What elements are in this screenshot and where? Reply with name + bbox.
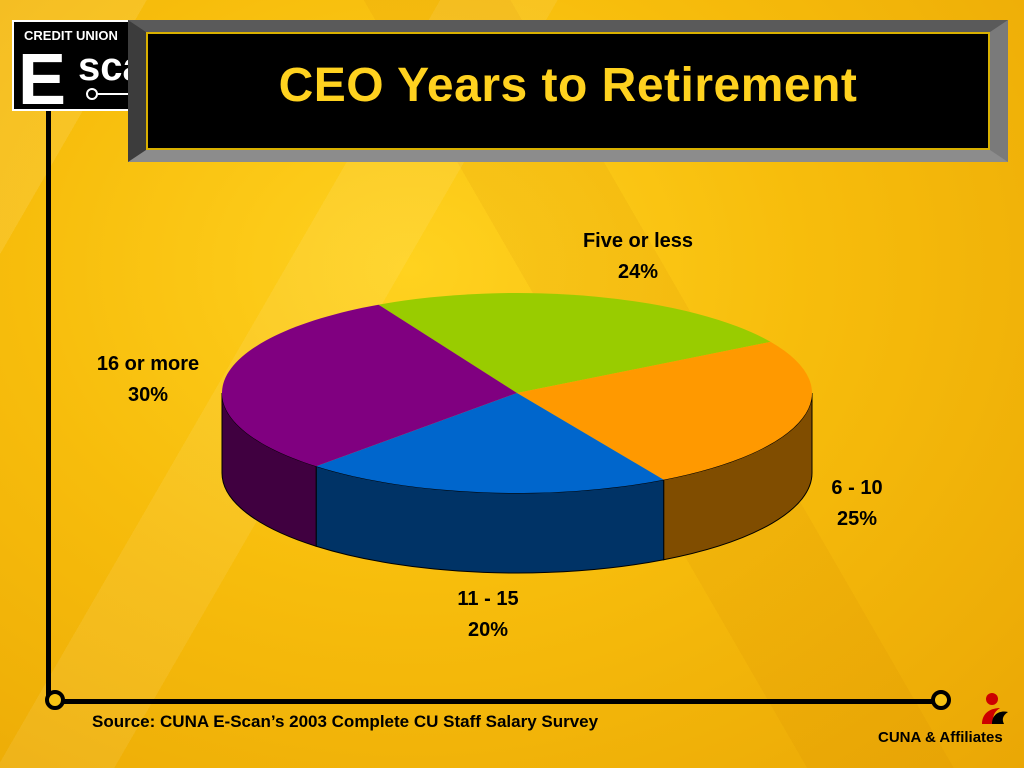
slice-label-name: 6 - 10 [831,477,883,499]
slice-label-16-or-more: 16 or more 30% [97,349,199,411]
pie-top-faces [221,293,812,494]
logo-big-letter: E [18,40,66,111]
slice-label-6-10: 6 - 10 25% [831,473,882,535]
pie-side-walls [221,392,813,574]
slice-label-value: 30% [127,384,169,406]
page-title: CEO Years to Retirement [278,59,858,112]
pie-slice-3 [221,304,517,467]
frame-dot-right [931,690,951,710]
cuna-logo-icon [982,693,1008,724]
slice-label-five-or-less: Five or less 24% [583,226,693,288]
slice-label-name: 16 or more [96,353,200,375]
slice-label-11-15: 11 - 15 20% [457,584,518,646]
logo-line1: CREDIT UNION [24,28,118,43]
slice-label-value: 25% [836,508,878,530]
pie-slice-0 [378,293,771,393]
slice-label-value: 24% [617,261,659,283]
frame-horizontal-line [56,699,936,704]
frame-dot-left [45,690,65,710]
slice-label-name: Five or less [582,230,694,252]
logo-dot-icon [86,88,98,100]
slice-label-name: 11 - 15 [457,588,519,610]
pie-slice-1 [517,341,812,480]
source-note: Source: CUNA E-Scan’s 2003 Complete CU S… [92,712,599,731]
brand-name: CUNA & Affiliates [878,729,1003,746]
pie-slice-2 [316,393,664,494]
slice-label-value: 20% [467,619,509,641]
title-panel: CEO Years to Retirement [128,20,1008,162]
frame-vertical-line [46,108,51,698]
